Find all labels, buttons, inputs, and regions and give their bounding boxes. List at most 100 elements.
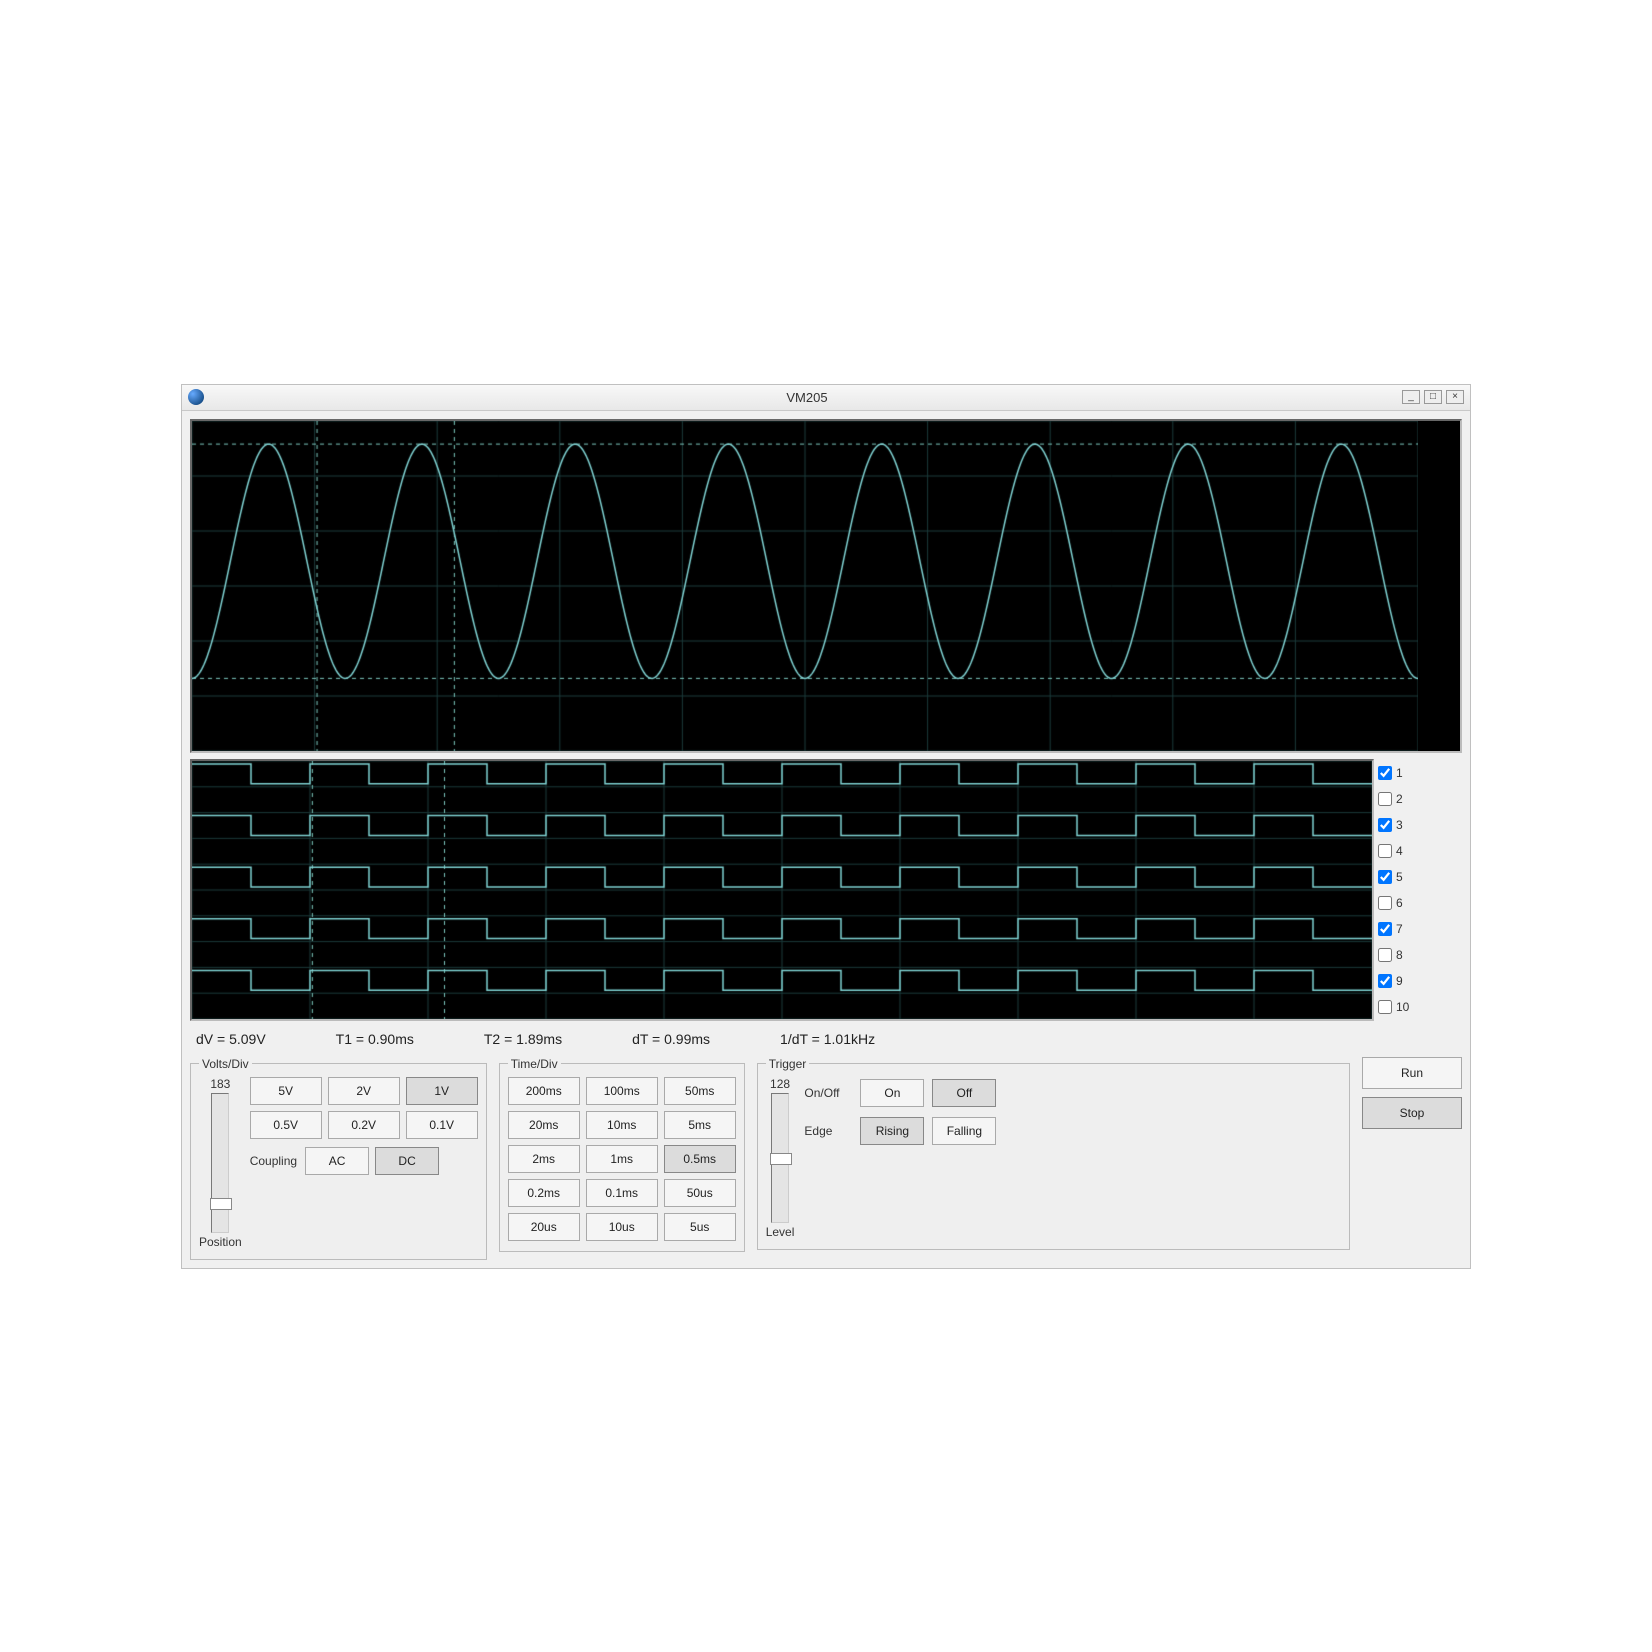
time-btn-10ms[interactable]: 10ms <box>586 1111 658 1139</box>
channel-checkbox-8[interactable] <box>1378 948 1392 962</box>
time-btn-100ms[interactable]: 100ms <box>586 1077 658 1105</box>
volts-btn-02v[interactable]: 0.2V <box>328 1111 400 1139</box>
channel-checkbox-6[interactable] <box>1378 896 1392 910</box>
channel-item-10: 10 <box>1378 995 1414 1019</box>
volts-position-slider[interactable] <box>211 1093 229 1233</box>
channel-checkbox-9[interactable] <box>1378 974 1392 988</box>
volts-slider-thumb[interactable] <box>210 1198 232 1210</box>
channel-item-9: 9 <box>1378 969 1414 993</box>
channel-checkbox-7[interactable] <box>1378 922 1392 936</box>
channel-item-2: 2 <box>1378 787 1414 811</box>
digital-scope <box>190 759 1374 1021</box>
trigger-onoff-btn-on[interactable]: On <box>860 1079 924 1107</box>
channel-checkbox-4[interactable] <box>1378 844 1392 858</box>
channel-item-5: 5 <box>1378 865 1414 889</box>
maximize-button[interactable]: □ <box>1424 390 1442 404</box>
measurement-readout: dV = 5.09V T1 = 0.90ms T2 = 1.89ms dT = … <box>190 1027 1462 1057</box>
time-fieldset: Time/Div 200ms100ms50ms 20ms10ms5ms 2ms1ms… <box>499 1057 745 1252</box>
readout-freq: 1/dT = 1.01kHz <box>780 1031 875 1047</box>
digital-canvas <box>192 761 1372 1019</box>
channel-item-8: 8 <box>1378 943 1414 967</box>
time-btn-10us[interactable]: 10us <box>586 1213 658 1241</box>
volts-btn-5v[interactable]: 5V <box>250 1077 322 1105</box>
digital-row: 1 2 3 4 5 6 7 8 9 10 <box>190 759 1462 1021</box>
time-btn-5ms[interactable]: 5ms <box>664 1111 736 1139</box>
time-btn-20ms[interactable]: 20ms <box>508 1111 580 1139</box>
trigger-edge-btn-rising[interactable]: Rising <box>860 1117 924 1145</box>
channel-item-7: 7 <box>1378 917 1414 941</box>
stop-button[interactable]: Stop <box>1362 1097 1462 1129</box>
time-btn-05ms[interactable]: 0.5ms <box>664 1145 736 1173</box>
trigger-level-slider[interactable] <box>771 1093 789 1223</box>
time-btn-2ms[interactable]: 2ms <box>508 1145 580 1173</box>
trigger-edge-buttons: Rising Falling <box>860 1117 996 1145</box>
trigger-level-label: Level <box>766 1225 795 1239</box>
channel-checkbox-1[interactable] <box>1378 766 1392 780</box>
channel-label-9: 9 <box>1396 974 1414 988</box>
time-btn-50ms[interactable]: 50ms <box>664 1077 736 1105</box>
trigger-onoff-buttons: On Off <box>860 1079 996 1107</box>
readout-T2: T2 = 1.89ms <box>484 1031 562 1047</box>
trigger-legend: Trigger <box>766 1057 810 1071</box>
trigger-edge-label: Edge <box>804 1124 850 1138</box>
volts-legend: Volts/Div <box>199 1057 252 1071</box>
coupling-btn-ac[interactable]: AC <box>305 1147 369 1175</box>
volts-position-label: Position <box>199 1235 242 1249</box>
channel-label-6: 6 <box>1396 896 1414 910</box>
time-legend: Time/Div <box>508 1057 561 1071</box>
coupling-btn-dc[interactable]: DC <box>375 1147 439 1175</box>
readout-dT: dT = 0.99ms <box>632 1031 710 1047</box>
channel-item-6: 6 <box>1378 891 1414 915</box>
volts-btn-1v[interactable]: 1V <box>406 1077 478 1105</box>
channel-label-10: 10 <box>1396 1000 1414 1014</box>
channel-checkbox-10[interactable] <box>1378 1000 1392 1014</box>
volts-fieldset: Volts/Div 183 Position 5V2V1V 0.5V0.2V0.1… <box>190 1057 487 1260</box>
trigger-edge-btn-falling[interactable]: Falling <box>932 1117 996 1145</box>
coupling-label: Coupling <box>250 1154 297 1168</box>
analog-scope <box>190 419 1462 753</box>
time-btn-50us[interactable]: 50us <box>664 1179 736 1207</box>
time-btn-1ms[interactable]: 1ms <box>586 1145 658 1173</box>
close-button[interactable]: × <box>1446 390 1464 404</box>
readout-T1: T1 = 0.90ms <box>336 1031 414 1047</box>
content-area: 1 2 3 4 5 6 7 8 9 10 dV = 5.09V T1 = 0.90ms T2 = … <box>182 411 1470 1268</box>
trigger-onoff-btn-off[interactable]: Off <box>932 1079 996 1107</box>
channel-item-3: 3 <box>1378 813 1414 837</box>
channel-label-3: 3 <box>1396 818 1414 832</box>
time-buttons: 200ms100ms50ms 20ms10ms5ms 2ms1ms0.5ms 0.2m… <box>508 1077 736 1241</box>
channel-label-1: 1 <box>1396 766 1414 780</box>
channel-label-8: 8 <box>1396 948 1414 962</box>
minimize-button[interactable]: _ <box>1402 390 1420 404</box>
time-btn-5us[interactable]: 5us <box>664 1213 736 1241</box>
trigger-fieldset: Trigger 128 Level On/Off OnOff <box>757 1057 1350 1250</box>
coupling-buttons: ACDC <box>305 1147 439 1175</box>
titlebar: VM205 _ □ × <box>182 385 1470 411</box>
channel-item-4: 4 <box>1378 839 1414 863</box>
readout-dV: dV = 5.09V <box>196 1031 266 1047</box>
volts-btn-2v[interactable]: 2V <box>328 1077 400 1105</box>
time-btn-02ms[interactable]: 0.2ms <box>508 1179 580 1207</box>
controls-row: Volts/Div 183 Position 5V2V1V0.5V0.2V0.1… <box>190 1057 1462 1260</box>
app-window: VM205 _ □ × 1 2 3 4 5 6 7 8 9 10 dV = 5.09V T1 = … <box>181 384 1471 1269</box>
time-btn-20us[interactable]: 20us <box>508 1213 580 1241</box>
trigger-slider-thumb[interactable] <box>770 1153 792 1165</box>
run-button[interactable]: Run <box>1362 1057 1462 1089</box>
volts-btn-05v[interactable]: 0.5V <box>250 1111 322 1139</box>
channel-label-7: 7 <box>1396 922 1414 936</box>
sine-canvas <box>192 421 1418 751</box>
time-btn-200ms[interactable]: 200ms <box>508 1077 580 1105</box>
volts-value: 183 <box>210 1077 230 1091</box>
volts-buttons: 5V2V1V 0.5V0.2V0.1V <box>250 1077 478 1139</box>
run-stop-controls: Run Stop <box>1362 1057 1462 1129</box>
channel-list: 1 2 3 4 5 6 7 8 9 10 <box>1378 759 1414 1019</box>
channel-label-4: 4 <box>1396 844 1414 858</box>
volts-btn-01v[interactable]: 0.1V <box>406 1111 478 1139</box>
window-controls: _ □ × <box>1402 390 1464 404</box>
window-title: VM205 <box>212 390 1402 405</box>
channel-checkbox-5[interactable] <box>1378 870 1392 884</box>
channel-label-5: 5 <box>1396 870 1414 884</box>
channel-checkbox-3[interactable] <box>1378 818 1392 832</box>
channel-checkbox-2[interactable] <box>1378 792 1392 806</box>
time-btn-01ms[interactable]: 0.1ms <box>586 1179 658 1207</box>
channel-item-1: 1 <box>1378 761 1414 785</box>
